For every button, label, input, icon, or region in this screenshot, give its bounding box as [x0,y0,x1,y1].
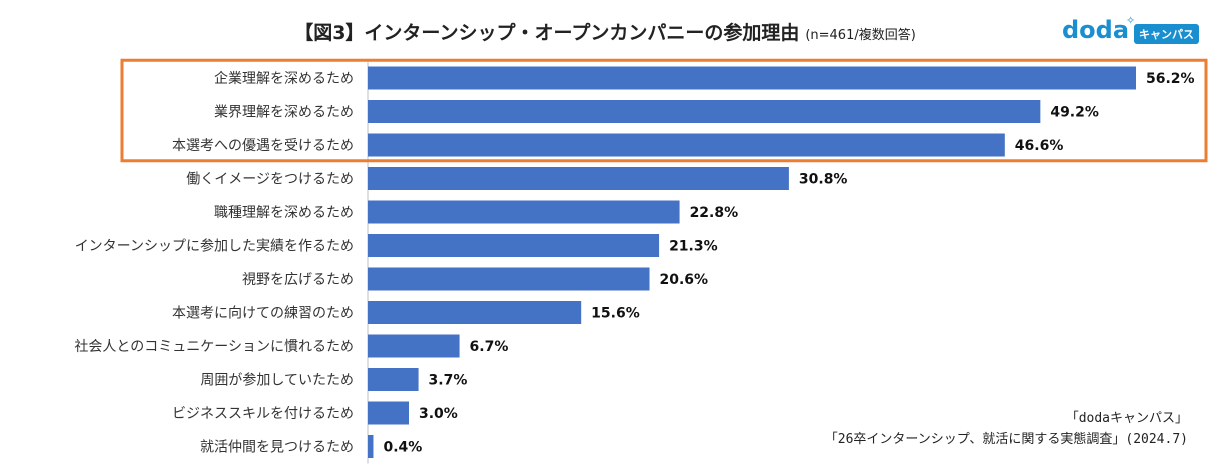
bar [368,334,460,358]
bar [368,435,374,458]
data-label: 6.7% [470,339,509,355]
source-line-1: 「dodaキャンパス」 [1065,411,1188,426]
category-label: インターンシップに参加した実績を作るため [75,238,354,255]
data-label: 49.2% [1050,105,1099,121]
category-label: 企業理解を深めるため [214,70,354,87]
data-label: 56.2% [1146,71,1195,87]
data-label: 3.7% [429,373,468,389]
highlight-box [120,58,1208,163]
source-line-2: 「26卒インターンシップ、就活に関する実態調査」(2024.7) [824,432,1188,447]
logo-spark-icon: ✧ [1126,14,1136,27]
data-label: 46.6% [1015,138,1064,154]
data-label: 3.0% [419,406,458,422]
category-label: ビジネススキルを付けるため [172,406,354,422]
data-label: 30.8% [799,172,848,188]
bar [368,267,650,291]
bar [368,133,1005,157]
bar [368,368,419,391]
bar [368,401,409,425]
category-label: 働くイメージをつけるため [186,172,354,188]
category-label: 社会人とのコミュニケーションに慣れるため [74,338,354,355]
chart-title: 【図3】インターンシップ・オープンカンパニーの参加理由 (n=461/複数回答) [0,18,1210,45]
bar [368,200,680,224]
category-label: 本選考への優遇を受けるため [172,138,354,154]
doda-campus-logo: doda ✧ キャンパス [1062,14,1202,46]
category-label: 職種理解を深めるため [214,205,354,221]
data-label: 0.4% [383,440,422,456]
source-note: 「dodaキャンパス」 「26卒インターンシップ、就活に関する実態調査」(202… [825,408,1188,450]
data-label: 15.6% [591,306,640,322]
data-label: 20.6% [660,272,709,288]
category-label: 視野を広げるため [242,272,354,288]
data-label: 22.8% [690,205,739,221]
data-label: 21.3% [669,239,718,255]
bar [368,301,582,324]
bar [368,66,1136,90]
logo-brand: doda [1062,16,1130,44]
chart-title-main: 【図3】インターンシップ・オープンカンパニーの参加理由 [294,22,800,44]
bar [368,100,1041,123]
logo-badge: キャンパス [1134,24,1199,44]
category-label: 本選考に向けての練習のため [172,306,354,322]
bar [368,234,660,257]
bar [368,167,789,190]
category-label: 周囲が参加していたため [200,372,354,389]
chart-title-sub: (n=461/複数回答) [805,28,916,43]
category-label: 業界理解を深めるため [214,105,354,121]
category-label: 就活仲間を見つけるため [200,440,354,456]
